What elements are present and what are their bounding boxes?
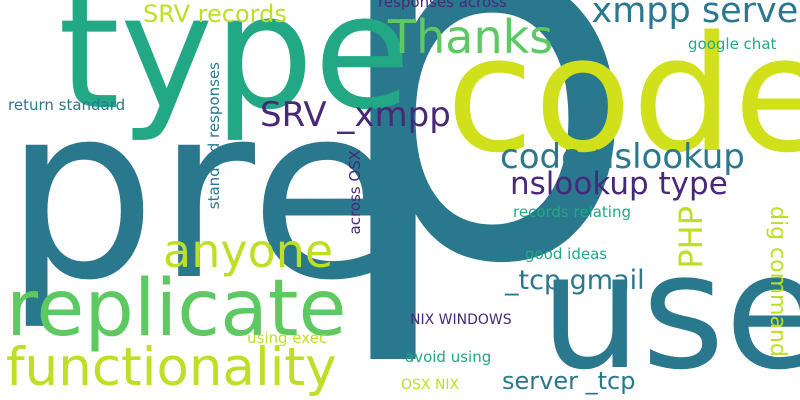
word-nix-windows: NIX WINDOWS <box>410 312 512 328</box>
word-xmpp-server: _xmpp server <box>574 0 800 31</box>
word-good-ideas: good ideas <box>525 245 608 263</box>
word-google-chat: google chat <box>688 35 777 53</box>
word-srv-xmpp: SRV _xmpp <box>260 95 451 135</box>
word-p: p <box>325 0 643 373</box>
word-standard-responses: standard responses <box>205 62 223 210</box>
word-code-nslookup: code nslookup <box>500 137 745 177</box>
word-type: type <box>58 0 411 145</box>
word-responses-across: responses across <box>378 0 507 11</box>
word-use: use <box>540 218 800 400</box>
word-using-exec: using exec <box>247 329 328 347</box>
word-srv-records: SRV records <box>143 0 287 28</box>
word-avoid-using: avoid using <box>405 348 492 366</box>
word-thanks: Thanks <box>388 10 554 64</box>
word-functionality: functionality <box>6 337 337 398</box>
word-server-tcp: server _tcp <box>502 367 636 395</box>
word-php: PHP <box>672 206 710 269</box>
word-tcp-gmail: _tcp gmail <box>505 265 645 296</box>
word-nslookup-type: nslookup type <box>510 166 728 202</box>
word-code: code <box>446 1 800 188</box>
word-replicate: replicate <box>6 264 347 354</box>
word-anyone: anyone <box>163 224 334 278</box>
word-dig-command: dig command <box>765 206 790 357</box>
word-across-osx: across OSX <box>346 150 364 235</box>
word-records-relating: records relating <box>513 203 632 221</box>
word-pre: pre <box>4 53 398 333</box>
word-return-standard: return standard <box>8 96 126 114</box>
word-osx-nix: OSX NIX <box>401 377 460 393</box>
